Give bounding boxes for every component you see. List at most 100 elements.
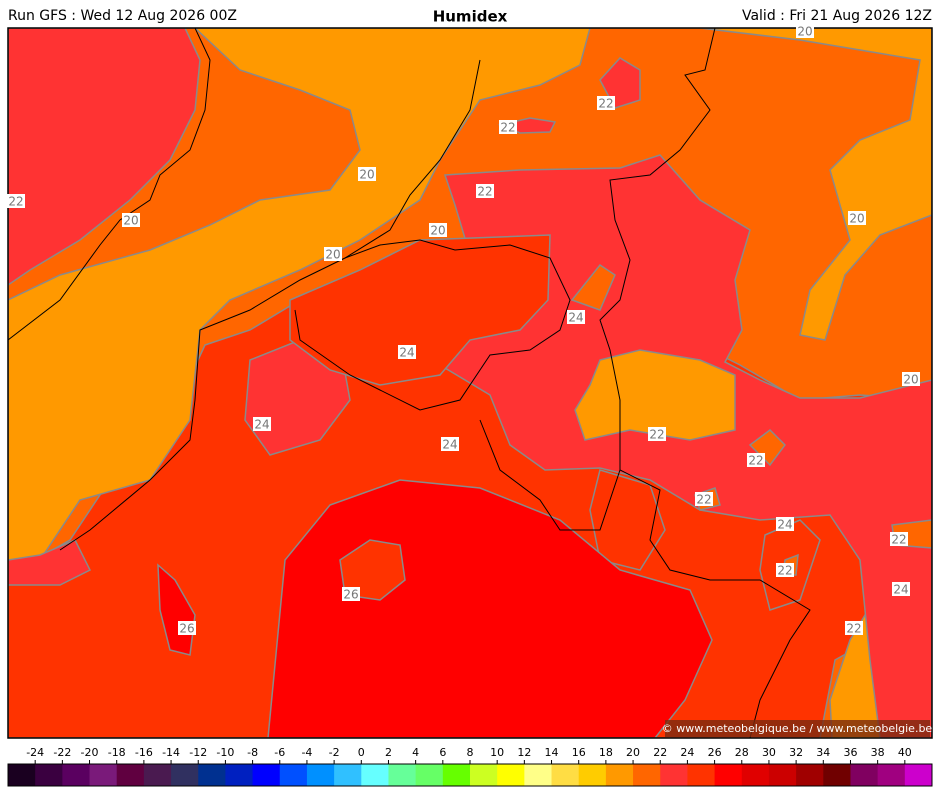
colorbar-swatch [551,764,580,786]
contour-label: 20 [325,248,340,262]
colorbar-tick-label: 0 [358,746,365,759]
contour-label-box [398,345,416,359]
colorbar-swatch [334,764,362,786]
contour-label: 24 [254,418,269,432]
colorbar-swatch [714,764,743,786]
field [289,234,551,386]
contour-label-box [429,223,447,237]
colorbar-swatch [415,764,444,786]
colorbar-tick-label: -20 [81,746,99,759]
field [699,28,932,341]
field [8,28,201,286]
colorbar-swatch [470,764,498,786]
colorbar-tick-label: 14 [545,746,559,759]
colorbar-tick-label: 26 [708,746,722,759]
colorbar-swatch [687,764,716,786]
contour-label-box [441,437,459,451]
contour-label-box [796,24,814,38]
colorbar-swatch [741,764,770,786]
contour-label: 20 [430,224,445,238]
contour-label: 22 [477,185,492,199]
colorbar-tick-label: 30 [762,746,776,759]
colorbar-tick-label: -18 [108,746,126,759]
field [570,263,616,311]
colorbar-swatch [62,764,91,786]
colorbar-tick-label: 16 [572,746,586,759]
contour-label: 22 [846,622,861,636]
colorbar-swatch [497,764,525,786]
colorbar-tick-label: 2 [385,746,392,759]
contour-label: 20 [903,373,918,387]
contour-label-box [648,427,666,441]
colorbar-tick-label: 10 [490,746,504,759]
colorbar-tick-label: 4 [412,746,419,759]
colorbar-swatch [524,764,553,786]
colorbar-swatch [578,764,607,786]
colorbar-tick-label: 20 [626,746,640,759]
contour-label-box [499,120,517,134]
run-label: Run GFS : Wed 12 Aug 2026 00Z [8,8,237,24]
colorbar-swatch [850,764,879,786]
colorbar-tick-label: 24 [680,746,694,759]
colorbar-swatch [116,764,145,786]
colorbar-swatch [877,764,906,786]
colorbar-tick-label: -8 [247,746,258,759]
contour-label-box [695,492,713,506]
colorbar-swatch [660,764,688,786]
contour-label-box [776,563,794,577]
contour-label-box [776,517,794,531]
contour-label: 24 [568,311,583,325]
colorbar-tick-label: -16 [135,746,153,759]
contour-label: 22 [696,493,711,507]
contour-label-box [567,310,585,324]
colorbar-swatch [796,764,824,786]
contour-label-box [597,96,615,110]
contour-label: 20 [797,25,812,39]
colorbar-swatch [252,764,281,786]
colorbar-tick-label: 6 [439,746,446,759]
colorbar-tick-label: -22 [53,746,71,759]
contour-label-box [902,372,920,386]
colorbar-tick-label: -24 [26,746,44,759]
colorbar-tick-label: 32 [789,746,803,759]
copyright: © www.meteobelgique.be / www.meteobelgie… [662,722,933,735]
colorbar-tick-label: 8 [467,746,474,759]
contour-label: 24 [893,583,908,597]
colorbar-swatch [823,764,851,786]
colorbar-swatch [8,764,36,786]
colorbar-tick-label: -2 [329,746,340,759]
contour-label-box [324,247,342,261]
colorbar-swatch [225,764,254,786]
colorbar-swatch [605,764,634,786]
contour-label-box [7,194,25,208]
contour-label: 20 [359,168,374,182]
contour-label: 22 [891,533,906,547]
colorbar-tick-label: 34 [816,746,830,759]
colorbar-tick-label: 36 [843,746,857,759]
colorbar-swatch [306,764,335,786]
colorbar-swatch [768,764,797,786]
field [8,28,591,561]
colorbar-tick-label: -4 [301,746,312,759]
colorbar-swatch [171,764,199,786]
contour-label-box [342,587,360,601]
contour-label-box [890,532,908,546]
contour-label: 26 [179,622,194,636]
contour-label-box [892,582,910,596]
colorbar-tick-label: 40 [898,746,912,759]
title: Humidex [433,8,508,26]
contour-label: 24 [777,518,792,532]
colorbar-tick-label: -12 [189,746,207,759]
contour-label: 20 [123,214,138,228]
valid-label: Valid : Fri 21 Aug 2026 12Z [742,8,932,24]
contour-label: 22 [500,121,515,135]
contour-label: 22 [649,428,664,442]
colorbar-tick-label: 28 [735,746,749,759]
colorbar-tick-label: -14 [162,746,180,759]
colorbar-tick-label: 12 [517,746,531,759]
contour-label: 22 [8,195,23,209]
colorbar-swatch [89,764,118,786]
colorbar-tick-label: -10 [216,746,234,759]
